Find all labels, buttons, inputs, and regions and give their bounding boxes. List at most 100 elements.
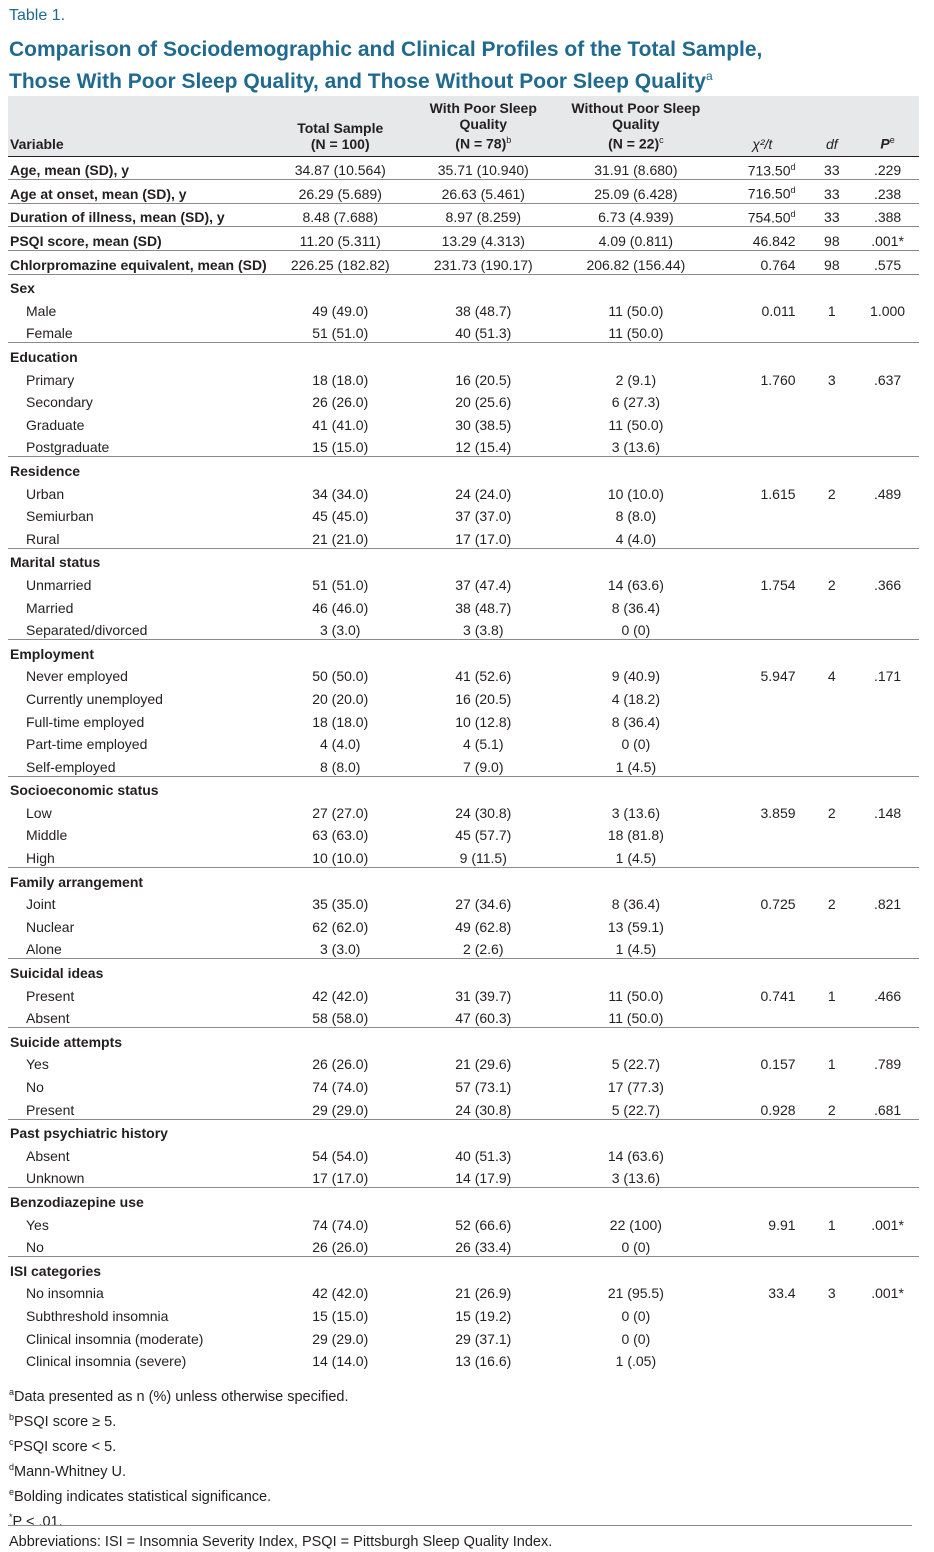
cell-variable: Low bbox=[26, 804, 52, 821]
cell-variable: Yes bbox=[26, 1056, 49, 1073]
header-with-label: With Poor Sleep Quality bbox=[429, 100, 537, 132]
cell-chi-square bbox=[717, 1348, 808, 1371]
cell-chi-square bbox=[717, 594, 808, 617]
cell-variable: Full-time employed bbox=[26, 713, 145, 730]
table-row: High 10 (10.0) 9 (11.5) 1 (4.5) bbox=[8, 844, 919, 869]
table-row: Male 49 (49.0) 38 (48.7) 11 (50.0) 0.011 1 1.0… bbox=[8, 297, 919, 320]
table-row: Unknown 17 (17.0) 14 (17.9) 3 (13.6) bbox=[8, 1164, 919, 1189]
cell-with-poor-sleep: 27 (34.6) bbox=[455, 896, 512, 913]
cell-total-sample: 46 (46.0) bbox=[312, 599, 369, 616]
cell-df: 2 bbox=[827, 896, 836, 913]
cell-df: 1 bbox=[827, 1216, 836, 1233]
cell-p bbox=[856, 913, 919, 936]
table-row: Present 29 (29.0) 24 (30.8) 5 (22.7) 0.928 2.… bbox=[8, 1096, 919, 1120]
cell-chi-square bbox=[716, 433, 808, 458]
cell-total-sample: 8 (8.0) bbox=[268, 753, 412, 777]
cell-variable: Yes bbox=[26, 1216, 49, 1233]
cell-total-sample: 45 (45.0) bbox=[312, 508, 369, 525]
table-row: No 26 (26.0) 26 (33.4) 0 (0) bbox=[8, 1233, 919, 1258]
cell-chi-square: 0.764 bbox=[716, 250, 808, 275]
table-row: Clinical insomnia (moderate) 29 (29.0) 29 … bbox=[8, 1325, 919, 1348]
chi-value: 9.91 bbox=[768, 1216, 796, 1233]
cell-df bbox=[808, 913, 857, 936]
cell-variable: Separated/divorced bbox=[8, 616, 269, 641]
header-total-label: Total Sample bbox=[297, 119, 384, 136]
footnote-text: Mann-Whitney U. bbox=[14, 1463, 127, 1480]
cell-with-poor-sleep: 31 (39.7) bbox=[455, 987, 512, 1004]
footnote-marker: e bbox=[9, 1487, 15, 1498]
cell-chi-square bbox=[717, 1302, 808, 1325]
cell-total-sample: 26.29 (5.689) bbox=[268, 179, 412, 204]
footnote-text: P < .01. bbox=[12, 1513, 63, 1530]
cell-df bbox=[808, 1073, 857, 1096]
table-row: No 74 (74.0) 57 (73.1) 17 (77.3) bbox=[8, 1073, 919, 1096]
cell-without-poor-sleep: 9 (40.9) bbox=[611, 668, 660, 685]
data-table: Variable Total Sample (N = 100) With Poor… bbox=[8, 96, 919, 1370]
cell-variable: Past psychiatric history bbox=[10, 1125, 168, 1142]
chi-value: 0.741 bbox=[760, 987, 796, 1004]
cell-without-poor-sleep: 1 (4.5) bbox=[554, 844, 717, 869]
cell-variable: Clinical insomnia (severe) bbox=[26, 1353, 187, 1370]
header-total-n: (N = 100) bbox=[310, 135, 370, 152]
table-row: Postgraduate 15 (15.0) 12 (15.4) 3 (13.6) bbox=[8, 433, 919, 458]
cell-with-poor-sleep: 29 (37.1) bbox=[455, 1330, 512, 1347]
section-header-row: Past psychiatric history bbox=[8, 1119, 919, 1142]
table-title: Comparison of Sociodemographic and Clini… bbox=[9, 36, 919, 95]
cell-total-sample: 3 (3.0) bbox=[268, 935, 412, 960]
footnote: *P < .01. bbox=[9, 1507, 552, 1532]
cell-df: 2 bbox=[827, 485, 836, 502]
cell-total-sample: 29 (29.0) bbox=[312, 1330, 369, 1347]
cell-total-sample: 41 (41.0) bbox=[312, 416, 369, 433]
cell-df bbox=[808, 1325, 857, 1348]
cell-with-poor-sleep: 20 (25.6) bbox=[455, 394, 512, 411]
cell-p bbox=[856, 753, 919, 777]
section-header-row: Benzodiazepine use bbox=[8, 1188, 919, 1211]
cell-p: .789 bbox=[873, 1056, 902, 1073]
cell-p bbox=[856, 1164, 919, 1189]
cell-p: .575 bbox=[856, 250, 919, 275]
cell-df bbox=[807, 753, 857, 777]
cell-p: .229 bbox=[856, 156, 919, 181]
header-without-poor-sleep: Without Poor Sleep Quality (N = 22)c bbox=[554, 96, 717, 157]
chi-value: 46.842 bbox=[752, 233, 796, 250]
cell-total-sample: 74 (74.0) bbox=[312, 1216, 369, 1233]
section-header-row: Family arrangement bbox=[8, 868, 919, 891]
cell-p bbox=[856, 935, 919, 960]
cell-variable: Subthreshold insomnia bbox=[26, 1307, 169, 1324]
cell-df bbox=[807, 525, 857, 549]
cell-df: 98 bbox=[807, 250, 857, 275]
cell-p: .388 bbox=[856, 203, 919, 228]
cell-with-poor-sleep: 21 (29.6) bbox=[455, 1056, 512, 1073]
cell-total-sample: 35 (35.0) bbox=[312, 896, 369, 913]
cell-chi-square bbox=[717, 708, 808, 731]
cell-total-sample: 11.20 (5.311) bbox=[268, 226, 412, 252]
cell-without-poor-sleep: 11 (50.0) bbox=[608, 416, 664, 433]
cell-variable: Socioeconomic status bbox=[10, 782, 159, 799]
cell-variable: Female bbox=[8, 319, 269, 344]
cell-variable: Urban bbox=[26, 485, 65, 502]
cell-variable: Education bbox=[10, 349, 78, 365]
table-row: Secondary 26 (26.0) 20 (25.6) 6 (27.3) bbox=[8, 389, 919, 412]
cell-without-poor-sleep: 1 (4.5) bbox=[554, 935, 717, 960]
cell-with-poor-sleep: 47 (60.3) bbox=[411, 1004, 555, 1029]
cell-with-poor-sleep: 24 (24.0) bbox=[455, 485, 512, 502]
cell-with-poor-sleep: 2 (2.6) bbox=[411, 935, 555, 960]
cell-with-poor-sleep: 37 (47.4) bbox=[455, 576, 512, 593]
cell-total-sample: 226.25 (182.82) bbox=[268, 250, 412, 275]
cell-chi-square: 1.760 bbox=[717, 366, 808, 389]
section-header-row: Socioeconomic status bbox=[8, 776, 919, 799]
chi-value: 0.928 bbox=[760, 1101, 796, 1118]
cell-with-poor-sleep: 26 (33.4) bbox=[411, 1233, 555, 1258]
title-line-1: Comparison of Sociodemographic and Clini… bbox=[9, 38, 763, 61]
cell-p: .148 bbox=[873, 804, 902, 821]
cell-total-sample: 18 (18.0) bbox=[312, 713, 369, 730]
section-header-row: Employment bbox=[8, 640, 919, 663]
cell-total-sample: 42 (42.0) bbox=[312, 1285, 369, 1302]
cell-without-poor-sleep: 31.91 (8.680) bbox=[554, 156, 717, 181]
chi-value: 33.4 bbox=[768, 1285, 796, 1302]
cell-variable: Family arrangement bbox=[10, 873, 144, 890]
cell-total-sample: 29 (29.0) bbox=[268, 1096, 412, 1120]
cell-chi-square: 5.947 bbox=[717, 663, 808, 686]
cell-total-sample: 8.48 (7.688) bbox=[268, 203, 412, 228]
